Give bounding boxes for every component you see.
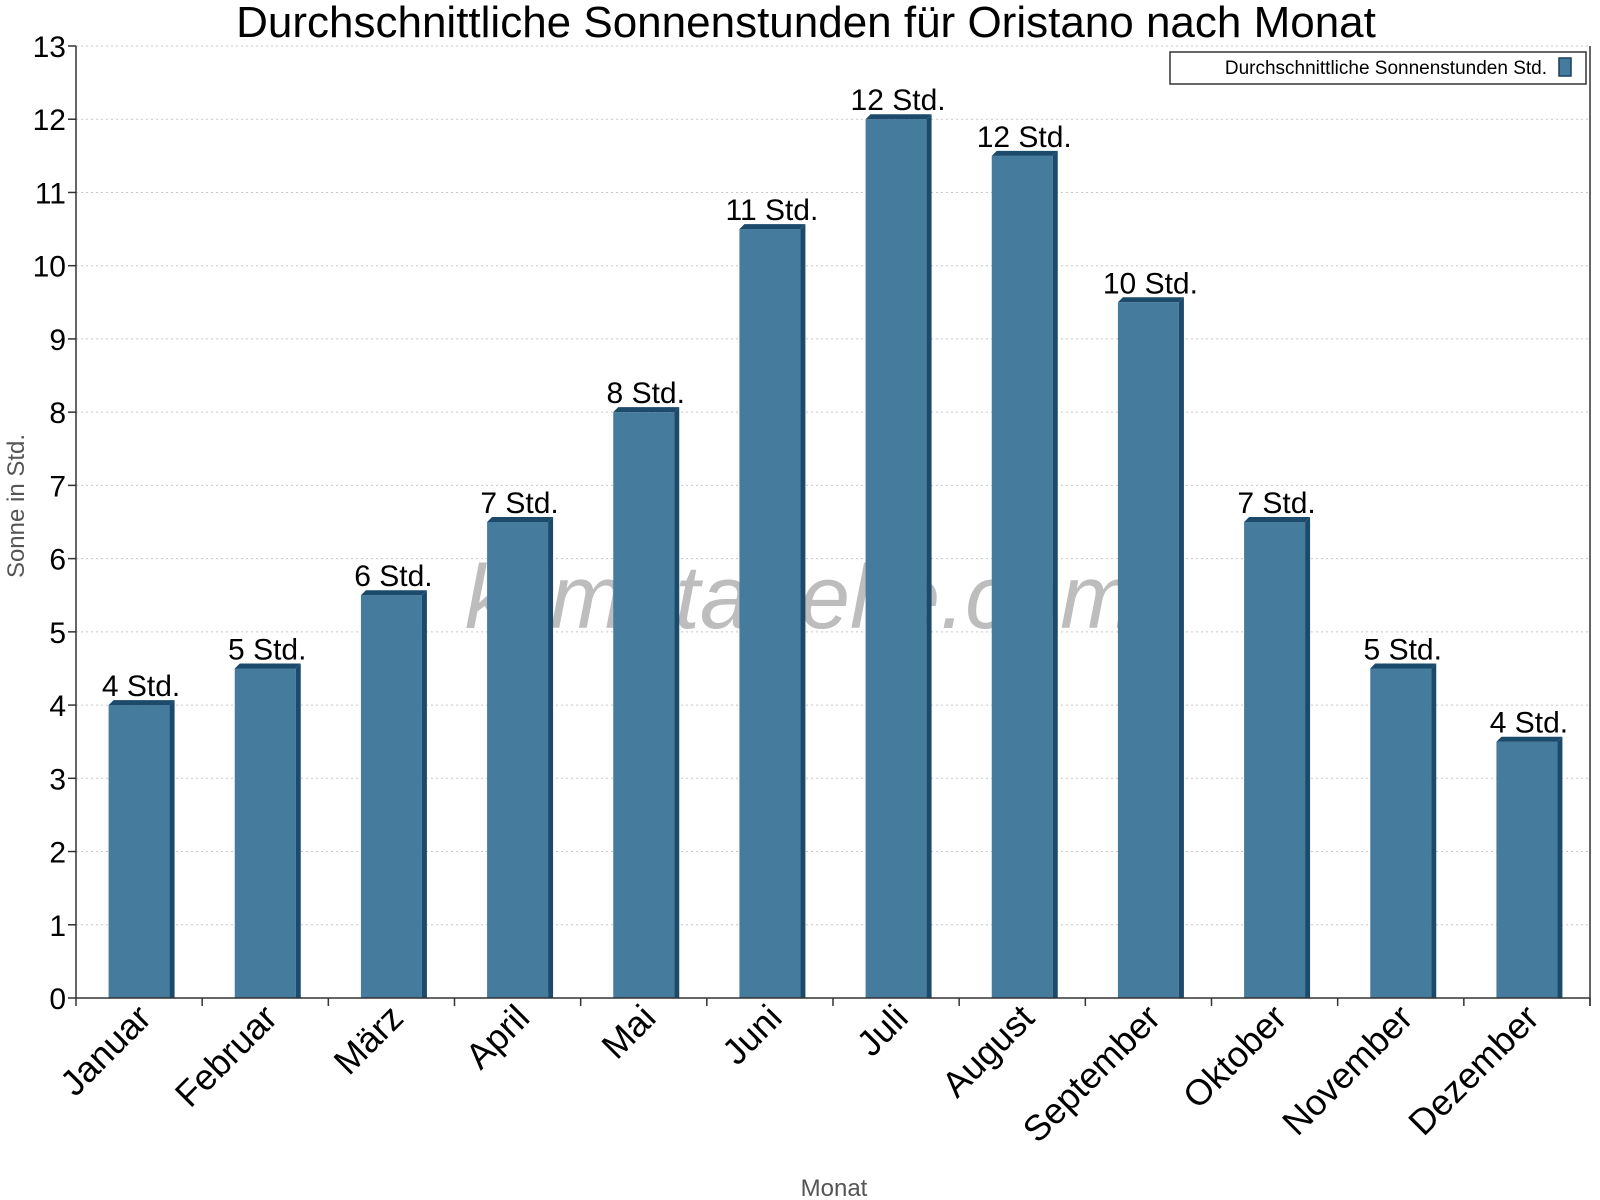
bar-top (739, 224, 806, 230)
y-tick-label: 3 (49, 763, 66, 796)
x-tick-label: Juni (714, 997, 790, 1073)
bar-side (926, 114, 932, 998)
y-tick-label: 10 (33, 251, 66, 284)
bar-top (991, 150, 1058, 156)
bar-top (487, 517, 554, 522)
bar-side (1052, 150, 1058, 998)
y-tick-label: 6 (49, 544, 66, 577)
bar (360, 595, 422, 998)
grid-lines (76, 45, 1590, 926)
x-tick-label: Februar (167, 997, 285, 1115)
y-tick-label: 2 (49, 837, 66, 870)
y-tick-label: 5 (49, 617, 66, 650)
y-tick-label: 4 (49, 690, 66, 723)
bar (108, 705, 170, 998)
data-label: 4 Std. (1490, 707, 1568, 740)
x-tick-label: März (326, 997, 412, 1083)
y-tick-label: 8 (49, 397, 66, 430)
bar-side (1178, 297, 1184, 998)
bar (1117, 302, 1179, 998)
data-label: 7 Std. (480, 487, 558, 520)
data-label: 12 Std. (977, 121, 1072, 154)
y-tick-label: 7 (49, 470, 66, 503)
bar-top (234, 663, 301, 669)
x-tick-label: August (934, 997, 1042, 1105)
x-tick-label: Januar (52, 997, 159, 1104)
bar-top (613, 407, 680, 413)
legend: Durchschnittliche Sonnenstunden Std. (1169, 51, 1587, 85)
bar (613, 412, 675, 999)
y-tick-label: 12 (33, 104, 66, 137)
x-tick-label: April (457, 997, 537, 1077)
bar-side (674, 407, 680, 999)
bar-side (548, 517, 554, 998)
y-tick-label: 0 (49, 983, 66, 1016)
y-tick-label: 9 (49, 324, 66, 357)
x-axis-title: Monat (801, 1175, 868, 1200)
x-tick-label: Juli (849, 997, 916, 1064)
bar-top (1117, 297, 1184, 303)
bar-side (421, 590, 427, 998)
bar-top (108, 700, 175, 706)
data-label: 12 Std. (851, 84, 946, 117)
bars: 4 Std. 5 Std. 6 Std. 7 Std. 8 Std. 11 Std. 12 … (102, 84, 1568, 999)
bar-top (360, 590, 427, 596)
bar (991, 155, 1053, 998)
bar-side (1305, 517, 1311, 998)
y-tick-label: 13 (33, 31, 66, 64)
bar (1244, 522, 1306, 998)
bar (739, 229, 801, 999)
data-label: 7 Std. (1237, 487, 1315, 520)
bar-top (1244, 517, 1311, 522)
y-axis-title: Sonne in Std. (3, 434, 30, 578)
bar-side (1431, 663, 1437, 998)
bar-side (169, 700, 175, 998)
x-tick-label: November (1274, 997, 1420, 1143)
chart-title: Durchschnittliche Sonnenstunden für Oris… (236, 0, 1376, 47)
x-tick-label: Oktober (1175, 997, 1295, 1117)
bar-side (800, 224, 806, 999)
y-tick-label: 11 (35, 177, 66, 210)
bar-side (295, 663, 301, 998)
legend-swatch (1558, 57, 1572, 77)
y-tick-label: 1 (49, 910, 66, 943)
bar (487, 522, 549, 998)
data-label: 6 Std. (354, 560, 432, 593)
bar (865, 119, 927, 998)
x-tick-label: Dezember (1400, 997, 1546, 1143)
data-label: 5 Std. (1364, 633, 1442, 666)
bar-top (1496, 736, 1563, 742)
bar-side (1557, 736, 1563, 998)
bar (1370, 668, 1432, 998)
data-label: 11 Std. (725, 194, 818, 227)
bar-top (1370, 663, 1437, 669)
bar (234, 668, 296, 998)
data-label: 5 Std. (228, 633, 306, 666)
bar-top (865, 114, 932, 120)
data-label: 10 Std. (1103, 267, 1198, 300)
legend-label: Durchschnittliche Sonnenstunden Std. (1225, 58, 1547, 79)
bar (1496, 741, 1558, 998)
x-tick-label: Mai (593, 997, 663, 1067)
legend-box (1169, 51, 1587, 85)
x-tick-label: September (1015, 997, 1169, 1151)
data-label: 8 Std. (607, 377, 685, 410)
data-label: 4 Std. (102, 670, 180, 703)
